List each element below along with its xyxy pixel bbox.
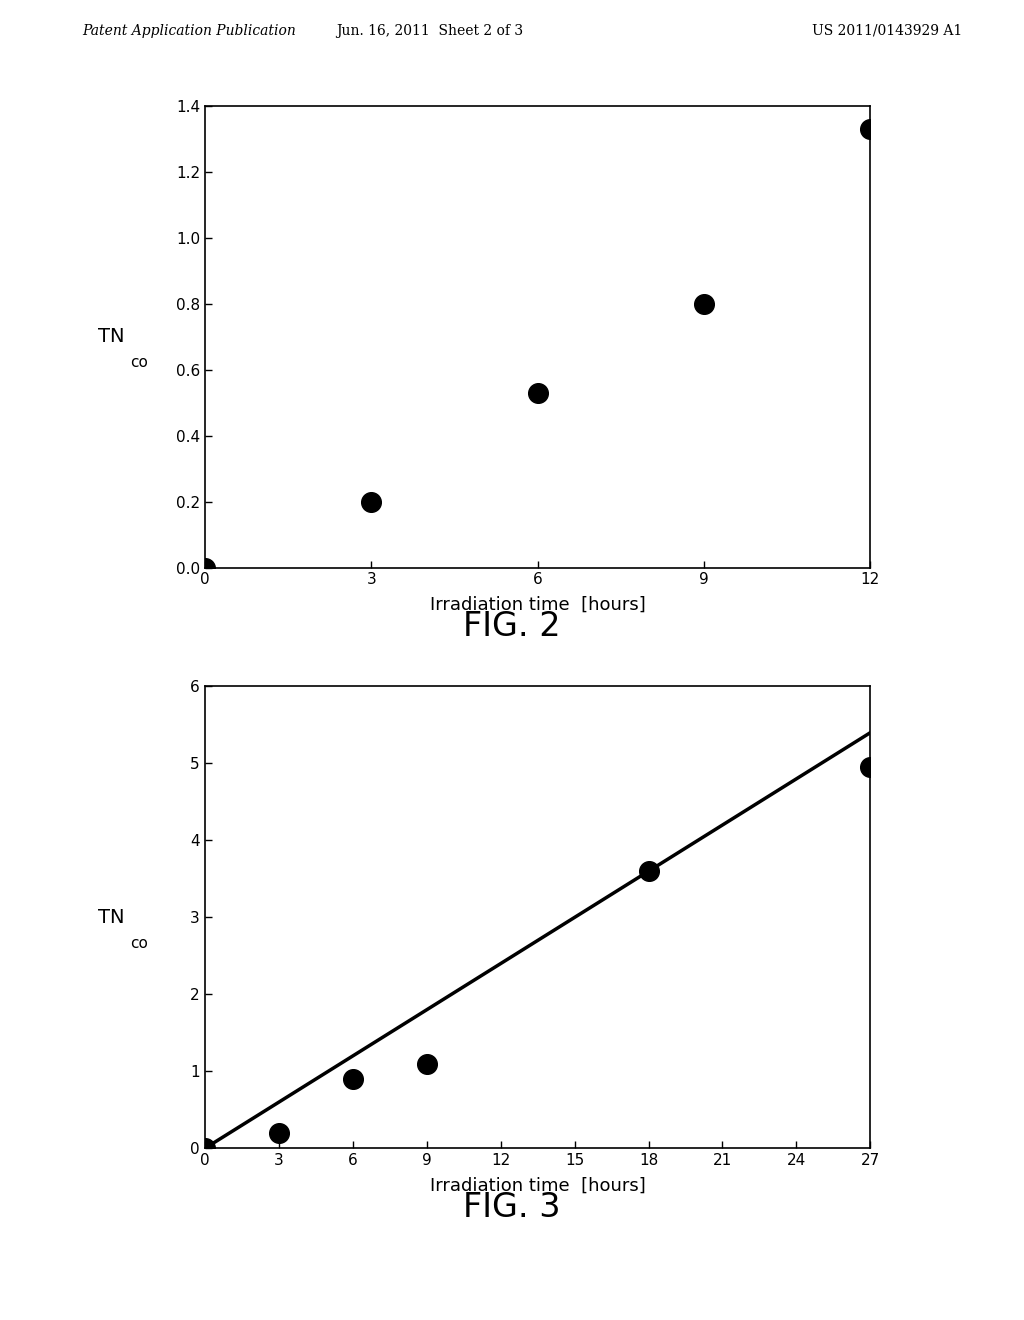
Point: [270, 1122, 287, 1143]
Point: [197, 557, 213, 578]
Point: [529, 383, 546, 404]
Point: [364, 491, 380, 512]
Text: FIG. 3: FIG. 3: [463, 1191, 561, 1225]
Text: TN: TN: [98, 327, 125, 346]
Text: FIG. 2: FIG. 2: [463, 610, 561, 644]
Text: Patent Application Publication: Patent Application Publication: [82, 24, 296, 38]
Point: [640, 861, 656, 882]
Text: US 2011/0143929 A1: US 2011/0143929 A1: [812, 24, 963, 38]
X-axis label: Irradiation time  [hours]: Irradiation time [hours]: [430, 1176, 645, 1195]
Point: [419, 1053, 435, 1074]
Point: [197, 1138, 213, 1159]
X-axis label: Irradiation time  [hours]: Irradiation time [hours]: [430, 595, 645, 614]
Text: co: co: [130, 936, 148, 950]
Point: [344, 1069, 360, 1090]
Text: co: co: [130, 355, 148, 370]
Text: TN: TN: [98, 908, 125, 927]
Text: Jun. 16, 2011  Sheet 2 of 3: Jun. 16, 2011 Sheet 2 of 3: [337, 24, 523, 38]
Point: [862, 119, 879, 140]
Point: [862, 756, 879, 777]
Point: [696, 293, 713, 314]
